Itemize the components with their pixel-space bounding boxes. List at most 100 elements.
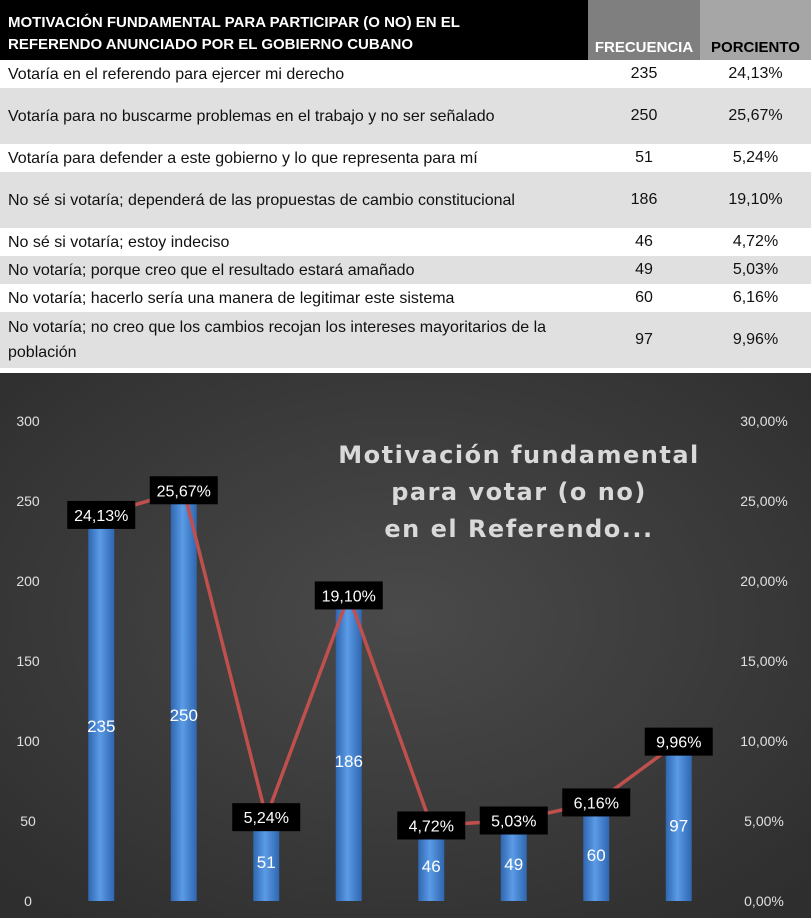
row-porciento: 5,24% [700,144,811,172]
chart-title-line-2: para votar (o no) [391,478,647,506]
line-data-label-box [232,803,301,832]
row-porciento: 24,13% [700,60,811,88]
left-axis: 0 50 100 150 200 250 300 [16,413,40,909]
table-header-row: MOTIVACIÓN FUNDAMENTAL PARA PARTICIPAR (… [0,0,811,60]
chart-title-line-1: Motivación fundamental [338,441,700,469]
table-title-line-1: MOTIVACIÓN FUNDAMENTAL PARA PARTICIPAR (… [8,14,460,31]
row-frecuencia: 186 [588,172,700,228]
table-row: No votaría; no creo que los cambios reco… [0,312,811,368]
line-data-label-text: 6,16% [574,795,619,812]
line-data-label-box [149,476,218,505]
table-row: No sé si votaría; estoy indeciso 46 4,72… [0,228,811,256]
left-axis-tick-label: 0 [24,893,32,909]
bar [665,745,692,901]
row-label: Votaría para no buscarme problemas en el… [0,88,588,144]
line-data-label-text: 24,13% [74,508,128,525]
bar [418,827,445,901]
column-header-porciento: PORCIENTO [700,0,811,60]
combo-chart: 0 50 100 150 200 250 300 0,00% 5,00% 10,00% 15,00… [0,373,811,918]
row-label: Votaría en el referendo para ejercer mi … [0,60,588,88]
line-data-label: 24,13% [67,500,136,529]
line-data-label: 4,72% [397,811,466,840]
row-frecuencia: 49 [588,256,700,284]
row-label: No sé si votaría; dependerá de las propu… [0,172,588,228]
right-axis: 0,00% 5,00% 10,00% 15,00% 20,00% 25,00% 30,00% [740,413,787,909]
bar-series [88,501,692,901]
line-data-label-text: 19,10% [322,588,376,605]
row-label: Votaría para defender a este gobierno y … [0,144,588,172]
chart-title: Motivación fundamental para votar (o no)… [338,441,700,543]
row-porciento: 25,67% [700,88,811,144]
line-data-label: 9,96% [644,727,713,756]
left-axis-tick-label: 50 [20,813,36,829]
bar-data-label: 250 [170,706,198,725]
line-data-label: 25,67% [149,476,218,505]
line-data-label-box [562,788,631,817]
table-row: No votaría; porque creo que el resultado… [0,256,811,284]
table-title-line-2: REFERENDO ANUNCIADO POR EL GOBIERNO CUBA… [8,36,414,53]
row-label: No sé si votaría; estoy indeciso [0,228,588,256]
line-data-label: 19,10% [314,581,383,610]
left-axis-tick-label: 200 [16,573,40,589]
line-data-label-box [479,806,548,835]
left-axis-tick-label: 100 [16,733,40,749]
line-data-label-box [397,811,466,840]
bar-data-label: 60 [587,846,606,865]
data-table: MOTIVACIÓN FUNDAMENTAL PARA PARTICIPAR (… [0,0,811,368]
row-porciento: 4,72% [700,228,811,256]
table-row: No votaría; hacerlo sería una manera de … [0,284,811,312]
line-data-label: 5,24% [232,803,301,832]
right-axis-tick-label: 0,00% [744,893,784,909]
row-label: No votaría; hacerlo sería una manera de … [0,284,588,312]
row-porciento: 6,16% [700,284,811,312]
right-axis-tick-label: 30,00% [740,413,787,429]
chart-panel: 0 50 100 150 200 250 300 0,00% 5,00% 10,00% 15,00… [0,373,811,918]
row-frecuencia: 97 [588,312,700,368]
row-frecuencia: 60 [588,284,700,312]
bar [253,819,280,901]
bar-data-label: 51 [257,853,276,872]
row-frecuencia: 46 [588,228,700,256]
line-labels: 24,13% 25,67% 5,24% 19,10% 4,72% 5,03% 6,16% 9,… [67,476,713,840]
column-header-frecuencia: FRECUENCIA [588,0,700,60]
line-data-label-text: 4,72% [409,818,454,835]
left-axis-tick-label: 300 [16,413,40,429]
bar-data-label: 186 [335,752,363,771]
line-data-label: 6,16% [562,788,631,817]
line-data-label-text: 5,24% [244,810,289,827]
bar [88,525,115,901]
bar-data-label: 46 [422,857,441,876]
right-axis-tick-label: 5,00% [744,813,784,829]
row-frecuencia: 235 [588,60,700,88]
bar [335,603,362,901]
chart-title-line-3: en el Referendo... [384,515,653,543]
row-porciento: 9,96% [700,312,811,368]
line-data-label-box [644,727,713,756]
line-data-label-text: 25,67% [157,483,211,500]
table-row: Votaría en el referendo para ejercer mi … [0,60,811,88]
table-row: No sé si votaría; dependerá de las propu… [0,172,811,228]
row-porciento: 5,03% [700,256,811,284]
bar-data-label: 97 [669,816,688,835]
bar-labels: 235 250 51 186 46 49 60 97 [87,706,688,876]
row-frecuencia: 250 [588,88,700,144]
line-data-label-box [67,500,136,529]
bar [583,805,610,901]
left-axis-tick-label: 150 [16,653,40,669]
line-data-label-text: 9,96% [656,735,701,752]
bar-data-label: 235 [87,717,115,736]
bar [170,501,197,901]
left-axis-tick-label: 250 [16,493,40,509]
table-title: MOTIVACIÓN FUNDAMENTAL PARA PARTICIPAR (… [0,0,588,60]
row-frecuencia: 51 [588,144,700,172]
row-porciento: 19,10% [700,172,811,228]
line-data-label-box [314,581,383,610]
line-data-label: 5,03% [479,806,548,835]
bar-data-label: 49 [504,855,523,874]
bar [500,822,527,901]
row-label: No votaría; porque creo que el resultado… [0,256,588,284]
right-axis-tick-label: 15,00% [740,653,787,669]
right-axis-tick-label: 25,00% [740,493,787,509]
right-axis-tick-label: 10,00% [740,733,787,749]
row-label: No votaría; no creo que los cambios reco… [0,312,588,368]
